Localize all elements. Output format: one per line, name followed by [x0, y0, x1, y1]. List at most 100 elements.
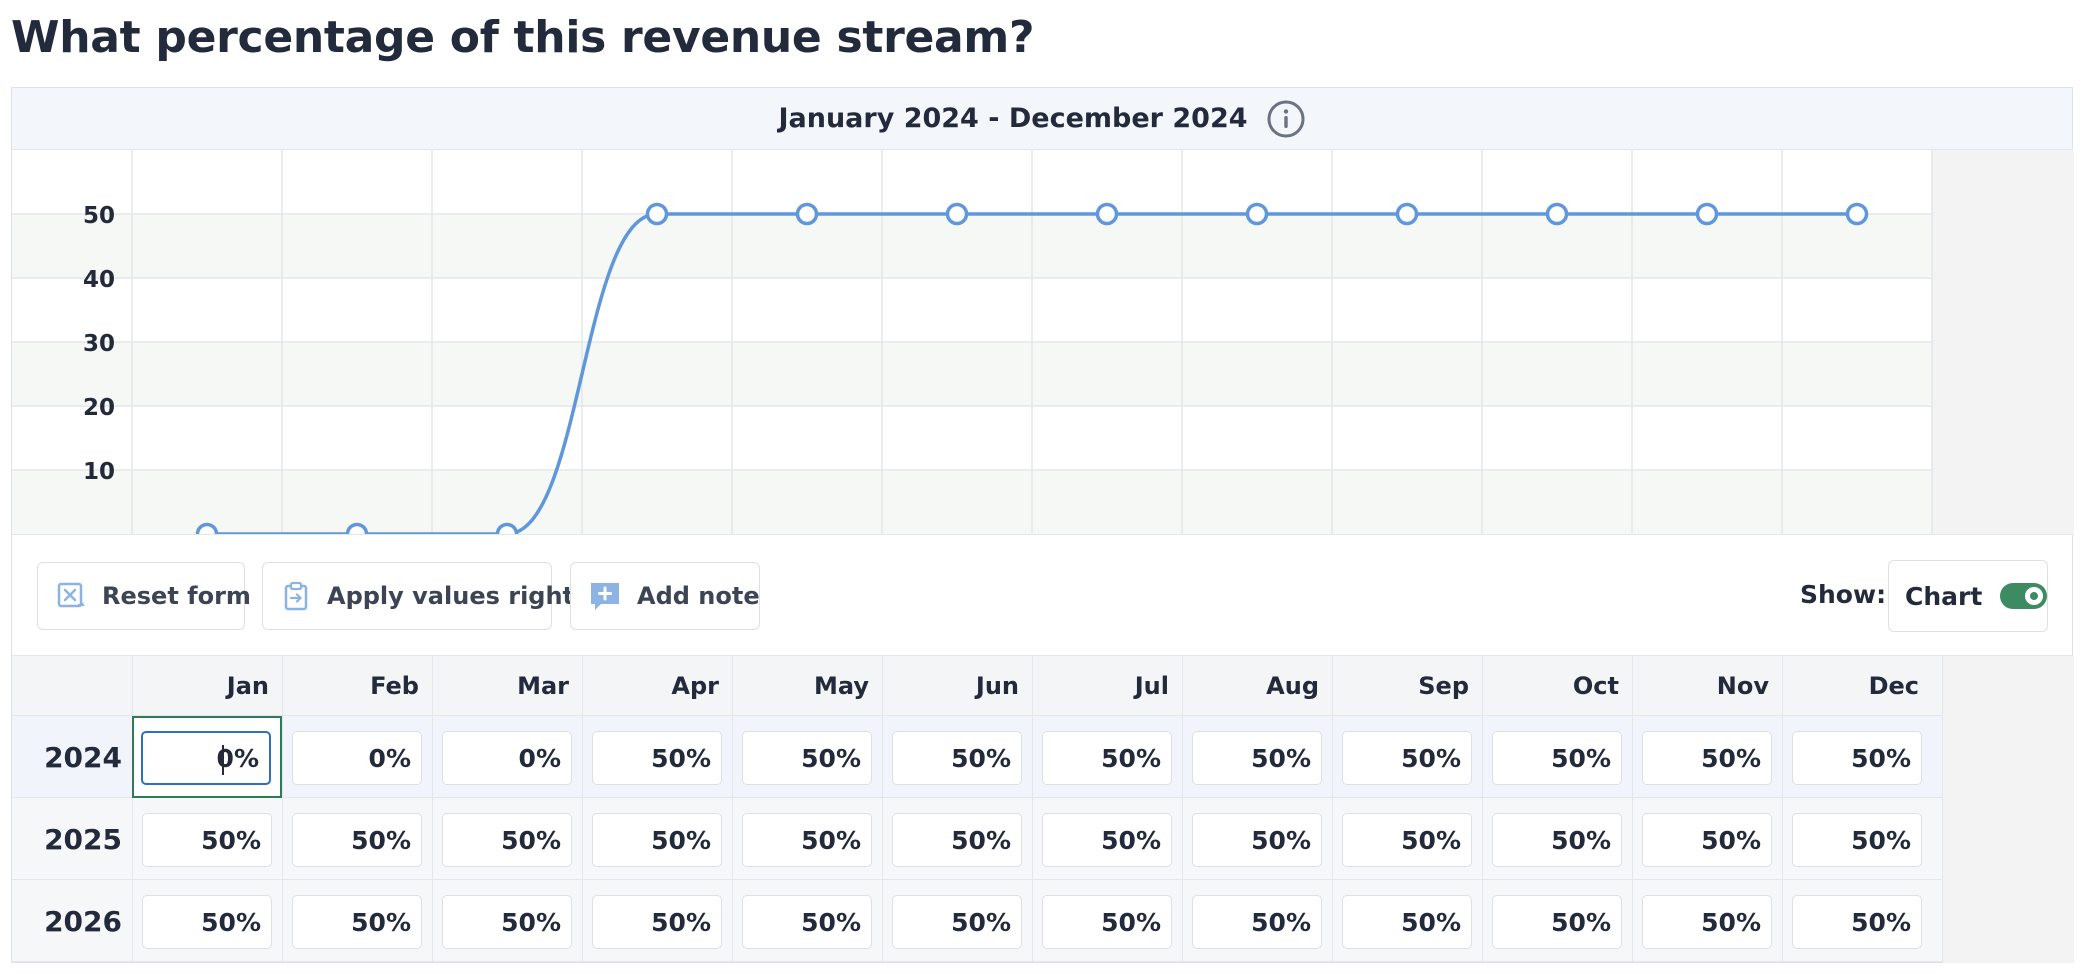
percentage-input[interactable] [1042, 813, 1172, 867]
data-point-aug[interactable] [1245, 202, 1269, 226]
month-header-jan: Jan [132, 656, 282, 716]
percentage-input[interactable] [592, 813, 722, 867]
value-cell[interactable] [582, 716, 732, 798]
percentage-input[interactable] [1342, 813, 1472, 867]
value-cell[interactable] [1182, 880, 1332, 962]
text-caret [222, 745, 224, 775]
value-cell[interactable] [1632, 880, 1782, 962]
value-cell[interactable] [432, 880, 582, 962]
percentage-input[interactable] [1192, 895, 1322, 949]
percentage-input[interactable] [1342, 895, 1472, 949]
percentage-input[interactable] [1042, 731, 1172, 785]
value-cell[interactable] [1482, 880, 1632, 962]
value-cell[interactable] [1332, 716, 1482, 798]
percentage-input[interactable] [1492, 731, 1622, 785]
monthly-values-table: Jan Feb Mar Apr May Jun Jul Aug Sep Oct Nov Dec 202… [12, 656, 2074, 963]
percentage-input[interactable] [292, 895, 422, 949]
percentage-input[interactable] [592, 895, 722, 949]
percentage-input[interactable] [292, 813, 422, 867]
chart-visibility-toggle[interactable]: Chart [1888, 560, 2048, 632]
percentage-input[interactable] [592, 731, 722, 785]
year-label: 2026 [44, 904, 122, 938]
value-cell[interactable] [882, 798, 1032, 880]
data-point-jul[interactable] [1095, 202, 1119, 226]
value-cell[interactable] [1482, 716, 1632, 798]
value-cell[interactable] [132, 798, 282, 880]
month-header-oct: Oct [1482, 656, 1632, 716]
value-cell[interactable] [1182, 716, 1332, 798]
chart-svg[interactable]: 10 20 30 40 50 [12, 150, 2074, 534]
data-point-may[interactable] [795, 202, 819, 226]
value-cell[interactable] [1032, 798, 1182, 880]
percentage-input[interactable] [742, 895, 872, 949]
percentage-input[interactable] [892, 731, 1022, 785]
value-cell[interactable] [582, 880, 732, 962]
info-icon[interactable] [1266, 99, 1306, 139]
value-cell[interactable] [432, 716, 582, 798]
data-point-oct[interactable] [1545, 202, 1569, 226]
data-point-apr[interactable] [645, 202, 669, 226]
percentage-input[interactable] [292, 731, 422, 785]
value-cell[interactable] [732, 880, 882, 962]
value-cell[interactable] [882, 716, 1032, 798]
percentage-input[interactable] [1492, 813, 1622, 867]
value-cell[interactable] [1332, 798, 1482, 880]
percentage-input[interactable] [1642, 895, 1772, 949]
percentage-input[interactable] [1192, 813, 1322, 867]
value-cell[interactable] [1782, 798, 1932, 880]
add-note-button[interactable]: Add note [570, 562, 760, 630]
percentage-input[interactable] [1492, 895, 1622, 949]
percentage-input[interactable] [442, 731, 572, 785]
data-point-feb[interactable] [345, 522, 369, 535]
y-tick-label: 10 [83, 459, 115, 485]
value-cell[interactable] [1032, 880, 1182, 962]
value-cell[interactable] [132, 716, 282, 798]
percentage-input[interactable] [1642, 813, 1772, 867]
data-point-dec[interactable] [1845, 202, 1869, 226]
percentage-input[interactable] [1792, 731, 1922, 785]
apply-values-right-button[interactable]: Apply values right [262, 562, 574, 630]
value-cell[interactable] [1032, 716, 1182, 798]
month-header-sep: Sep [1332, 656, 1482, 716]
percentage-input[interactable] [442, 813, 572, 867]
value-cell[interactable] [282, 798, 432, 880]
data-point-jun[interactable] [945, 202, 969, 226]
value-cell[interactable] [1782, 880, 1932, 962]
value-cell[interactable] [582, 798, 732, 880]
percentage-input[interactable] [1792, 895, 1922, 949]
percentage-input[interactable] [1192, 731, 1322, 785]
value-cell[interactable] [1782, 716, 1932, 798]
data-point-jan[interactable] [195, 522, 219, 535]
data-point-sep[interactable] [1395, 202, 1419, 226]
value-cell[interactable] [1632, 798, 1782, 880]
value-cell[interactable] [132, 880, 282, 962]
month-header-mar: Mar [432, 656, 582, 716]
value-cell[interactable] [1632, 716, 1782, 798]
percentage-input[interactable] [442, 895, 572, 949]
value-cell[interactable] [432, 798, 582, 880]
percentage-input[interactable] [1642, 731, 1772, 785]
value-cell[interactable] [282, 880, 432, 962]
value-cell[interactable] [1482, 798, 1632, 880]
percentage-input[interactable] [141, 731, 271, 785]
percentage-input[interactable] [1042, 895, 1172, 949]
value-cell[interactable] [1182, 798, 1332, 880]
percentage-input[interactable] [742, 731, 872, 785]
percentage-chart[interactable]: 10 20 30 40 50 [12, 150, 2074, 534]
data-point-mar[interactable] [495, 522, 519, 535]
percentage-input[interactable] [142, 813, 272, 867]
percentage-input[interactable] [892, 813, 1022, 867]
data-point-nov[interactable] [1695, 202, 1719, 226]
toggle-switch[interactable] [2000, 583, 2047, 609]
value-cell[interactable] [1332, 880, 1482, 962]
reset-form-button[interactable]: Reset form [37, 562, 251, 630]
value-cell[interactable] [282, 716, 432, 798]
value-cell[interactable] [732, 716, 882, 798]
percentage-input[interactable] [142, 895, 272, 949]
percentage-input[interactable] [1792, 813, 1922, 867]
percentage-input[interactable] [1342, 731, 1472, 785]
percentage-input[interactable] [742, 813, 872, 867]
percentage-input[interactable] [892, 895, 1022, 949]
value-cell[interactable] [732, 798, 882, 880]
value-cell[interactable] [882, 880, 1032, 962]
